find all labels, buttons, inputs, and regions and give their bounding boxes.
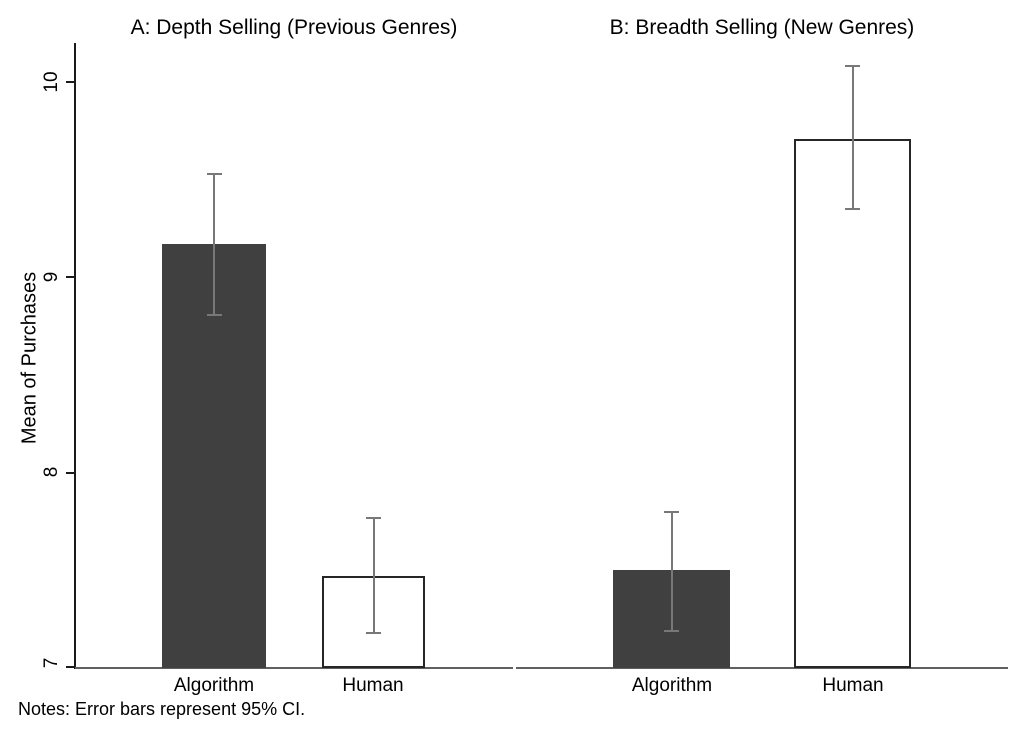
error-bar-cap-bottom <box>664 629 679 632</box>
error-bar-cap-top <box>664 510 679 513</box>
y-tickmark-8 <box>66 472 75 474</box>
y-tickmark-10 <box>66 81 75 83</box>
category-label-b-human: Human <box>822 675 884 696</box>
error-bar-line <box>670 511 673 631</box>
error-bar-cap-top <box>206 172 222 175</box>
y-axis-line <box>74 43 76 669</box>
y-axis-label: Mean of Purchases <box>18 271 41 445</box>
error-bar-cap-bottom <box>845 208 860 211</box>
category-label-a-algorithm: Algorithm <box>173 675 255 696</box>
error-bar-cap-bottom <box>206 313 222 316</box>
bar-b-human <box>794 138 911 668</box>
y-tick-label-8: 8 <box>41 466 62 478</box>
error-bar-cap-top <box>845 65 860 68</box>
y-tick-label-10: 10 <box>41 71 62 93</box>
y-tickmark-7 <box>66 666 75 668</box>
y-tick-label-9: 9 <box>41 271 62 283</box>
error-bar-cap-top <box>366 516 381 519</box>
panel-b-title: B: Breadth Selling (New Genres) <box>609 16 915 39</box>
figure-notes: Notes: Error bars represent 95% CI. <box>18 699 306 719</box>
panel-b-x-axis-line <box>516 667 1008 669</box>
panel-a-x-axis-line <box>75 667 513 669</box>
error-bar-line <box>372 517 375 633</box>
y-tick-label-7: 7 <box>41 657 62 669</box>
category-label-a-human: Human <box>342 675 404 696</box>
error-bar-line <box>851 66 854 210</box>
y-tickmark-9 <box>66 276 75 278</box>
error-bar-line <box>213 173 215 315</box>
panel-a-title: A: Depth Selling (Previous Genres) <box>130 16 458 39</box>
category-label-b-algorithm: Algorithm <box>631 675 713 696</box>
error-bar-cap-bottom <box>366 631 381 634</box>
